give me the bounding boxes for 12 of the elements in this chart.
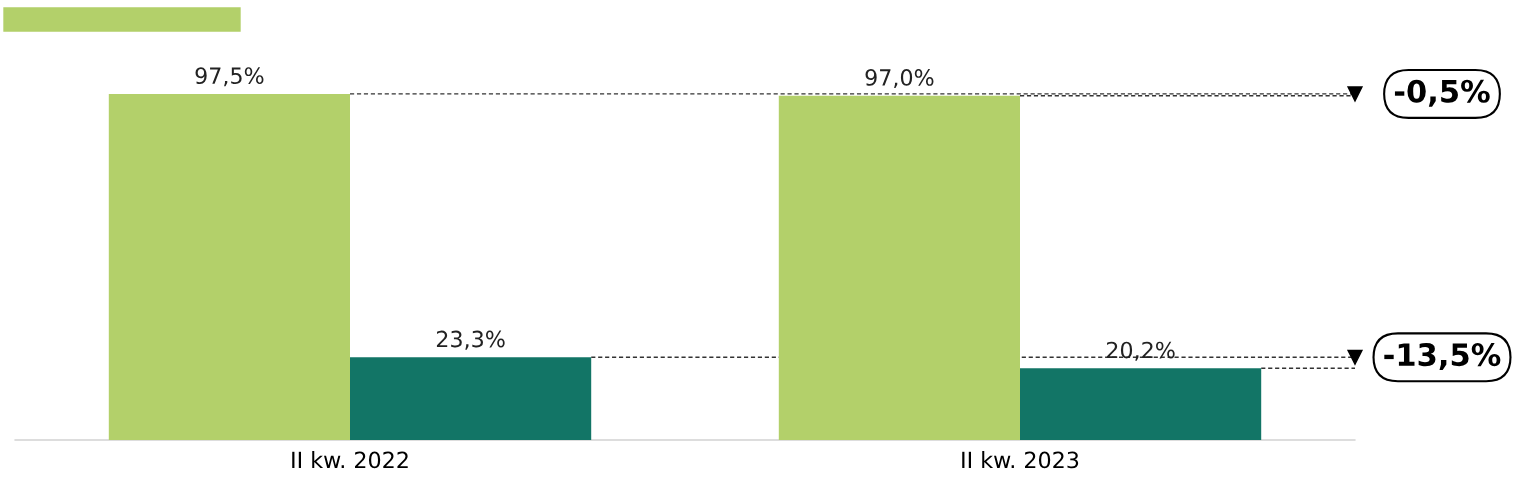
x-tick-label: II kw. 2023 bbox=[962, 451, 1079, 469]
data-label: 97,0% bbox=[865, 69, 934, 89]
bar bbox=[1020, 368, 1262, 440]
data-label: 97,5% bbox=[195, 67, 264, 87]
bar bbox=[778, 95, 1020, 440]
bar bbox=[350, 357, 592, 440]
data-label: 20,2% bbox=[1106, 341, 1175, 361]
bar bbox=[108, 93, 350, 440]
text: -13,5% bbox=[1384, 343, 1501, 371]
x-tick-label: II kw. 2022 bbox=[292, 451, 408, 469]
text: -0,5% bbox=[1394, 79, 1490, 107]
data-label: 23,3% bbox=[436, 330, 505, 350]
